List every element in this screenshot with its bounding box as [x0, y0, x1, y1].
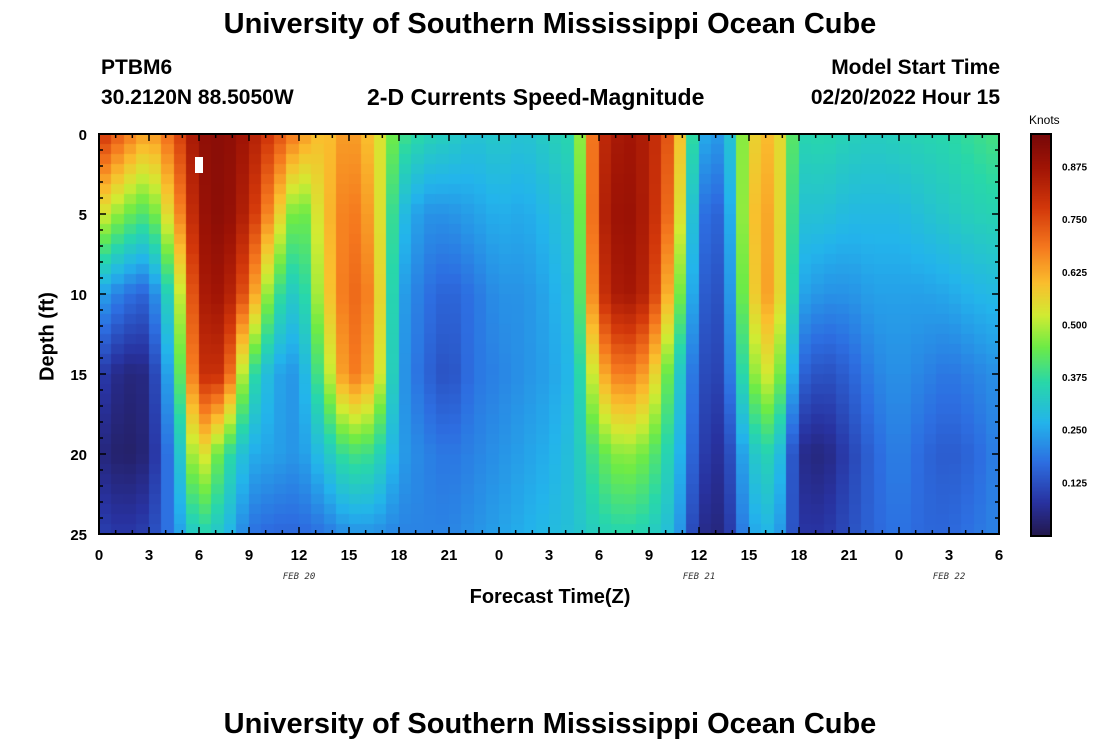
x-tick-label: 3	[945, 547, 953, 564]
station-coords: 30.2120N 88.5050W	[101, 86, 294, 109]
x-axis-title-text: Forecast Time(Z)	[469, 586, 631, 608]
x-tick-label: 12	[691, 547, 708, 564]
x-tick-label: 9	[245, 547, 253, 564]
colorbar-tick-label: 0.375	[1062, 373, 1087, 384]
date-label: FEB 21	[683, 572, 716, 582]
x-tick-label: 15	[341, 547, 358, 564]
x-tick-label: 18	[791, 547, 808, 564]
y-tick-label: 15	[70, 367, 87, 384]
colorbar-frame	[1030, 133, 1052, 537]
model-start-value: 02/20/2022 Hour 15	[810, 86, 1000, 109]
date-label: FEB 22	[933, 572, 966, 582]
current-time-marker	[195, 157, 203, 173]
plot-title: 2-D Currents Speed-Magnitude	[367, 84, 705, 110]
colorbar-gradient	[1032, 135, 1050, 535]
footer-title: University of Southern Mississippi Ocean…	[223, 708, 877, 740]
date-label: FEB 20	[283, 572, 316, 582]
y-axis-title: Depth (ft)	[36, 292, 59, 381]
x-axis-title: Forecast Time(Z)	[0, 586, 1100, 609]
main-title: University of Southern Mississippi Ocean…	[223, 8, 877, 40]
colorbar-tick-label: 0.750	[1062, 215, 1087, 226]
x-tick-label: 21	[841, 547, 858, 564]
y-tick-label: 10	[70, 287, 87, 304]
station-id: PTBM6	[101, 56, 173, 79]
y-tick-label: 5	[79, 207, 87, 224]
x-tick-label: 6	[595, 547, 603, 564]
colorbar-title: Knots	[1029, 113, 1060, 127]
colorbar-tick-label: 0.125	[1062, 478, 1087, 489]
x-tick-label: 15	[741, 547, 758, 564]
y-tick-label: 0	[79, 127, 87, 144]
x-tick-label: 6	[995, 547, 1003, 564]
model-start-label: Model Start Time	[831, 56, 1000, 79]
colorbar-tick-label: 0.875	[1062, 163, 1087, 174]
y-tick-label: 25	[70, 527, 87, 544]
x-tick-label: 0	[495, 547, 503, 564]
colorbar-tick-label: 0.625	[1062, 268, 1087, 279]
x-tick-label: 0	[895, 547, 903, 564]
x-tick-label: 9	[645, 547, 653, 564]
heatmap-canvas	[99, 134, 999, 534]
colorbar-tick-label: 0.250	[1062, 426, 1087, 437]
x-tick-label: 21	[441, 547, 458, 564]
x-tick-label: 0	[95, 547, 103, 564]
x-tick-label: 3	[145, 547, 153, 564]
x-tick-label: 6	[195, 547, 203, 564]
colorbar-tick-label: 0.500	[1062, 320, 1087, 331]
y-tick-label: 20	[70, 447, 87, 464]
x-tick-label: 18	[391, 547, 408, 564]
x-tick-label: 12	[291, 547, 308, 564]
x-tick-label: 3	[545, 547, 553, 564]
